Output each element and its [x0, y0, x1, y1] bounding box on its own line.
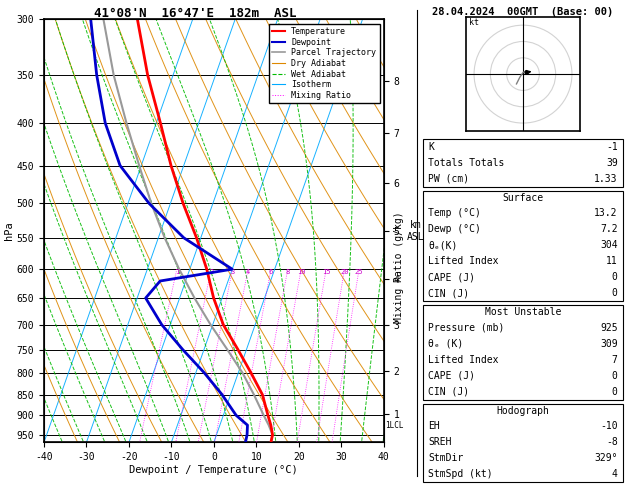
Text: 309: 309 [600, 339, 618, 348]
Text: 39: 39 [606, 157, 618, 168]
Y-axis label: hPa: hPa [4, 222, 14, 240]
Text: 28.04.2024  00GMT  (Base: 00): 28.04.2024 00GMT (Base: 00) [432, 7, 614, 17]
Text: θₑ (K): θₑ (K) [428, 339, 464, 348]
Text: 7: 7 [612, 355, 618, 364]
Text: StmDir: StmDir [428, 453, 464, 463]
Text: Totals Totals: Totals Totals [428, 157, 504, 168]
Text: Surface: Surface [503, 193, 543, 203]
Text: 10: 10 [297, 269, 305, 275]
Text: 13.2: 13.2 [594, 208, 618, 218]
Text: 20: 20 [340, 269, 348, 275]
Text: Temp (°C): Temp (°C) [428, 208, 481, 218]
Text: 4: 4 [612, 469, 618, 479]
Text: PW (cm): PW (cm) [428, 174, 469, 184]
Text: 304: 304 [600, 240, 618, 250]
Text: StmSpd (kt): StmSpd (kt) [428, 469, 493, 479]
Text: Pressure (mb): Pressure (mb) [428, 323, 504, 332]
Text: SREH: SREH [428, 437, 452, 447]
Text: CAPE (J): CAPE (J) [428, 371, 476, 381]
Text: 925: 925 [600, 323, 618, 332]
Text: 0: 0 [612, 272, 618, 282]
Text: Lifted Index: Lifted Index [428, 355, 499, 364]
Text: 1LCL: 1LCL [385, 421, 403, 430]
Text: 0: 0 [612, 288, 618, 298]
Text: -10: -10 [600, 421, 618, 431]
Text: © weatheronline.co.uk: © weatheronline.co.uk [470, 471, 576, 480]
Y-axis label: km
ASL: km ASL [407, 220, 425, 242]
Text: 2: 2 [209, 269, 213, 275]
Text: -1: -1 [606, 141, 618, 152]
Text: 0: 0 [612, 387, 618, 397]
Text: K: K [428, 141, 434, 152]
Text: CIN (J): CIN (J) [428, 387, 469, 397]
Text: Dewp (°C): Dewp (°C) [428, 224, 481, 234]
Text: 25: 25 [355, 269, 364, 275]
Text: Lifted Index: Lifted Index [428, 256, 499, 266]
Text: 8: 8 [286, 269, 290, 275]
Text: 4: 4 [246, 269, 250, 275]
Text: Most Unstable: Most Unstable [485, 307, 561, 317]
Text: 1: 1 [175, 269, 179, 275]
X-axis label: Dewpoint / Temperature (°C): Dewpoint / Temperature (°C) [130, 465, 298, 475]
Text: 329°: 329° [594, 453, 618, 463]
Text: 6: 6 [269, 269, 273, 275]
Text: CAPE (J): CAPE (J) [428, 272, 476, 282]
Text: 7.2: 7.2 [600, 224, 618, 234]
Text: θₑ(K): θₑ(K) [428, 240, 458, 250]
Text: kt: kt [469, 18, 479, 27]
Text: 15: 15 [322, 269, 330, 275]
Text: Hodograph: Hodograph [496, 406, 550, 416]
Text: CIN (J): CIN (J) [428, 288, 469, 298]
Legend: Temperature, Dewpoint, Parcel Trajectory, Dry Adiabat, Wet Adiabat, Isotherm, Mi: Temperature, Dewpoint, Parcel Trajectory… [269, 24, 379, 103]
Text: 3: 3 [230, 269, 235, 275]
Text: Mixing Ratio (g/kg): Mixing Ratio (g/kg) [394, 211, 404, 323]
Text: 11: 11 [606, 256, 618, 266]
Text: -8: -8 [606, 437, 618, 447]
Text: 0: 0 [612, 371, 618, 381]
Text: 41°08'N  16°47'E  182m  ASL: 41°08'N 16°47'E 182m ASL [94, 7, 296, 20]
Text: EH: EH [428, 421, 440, 431]
Text: 1.33: 1.33 [594, 174, 618, 184]
